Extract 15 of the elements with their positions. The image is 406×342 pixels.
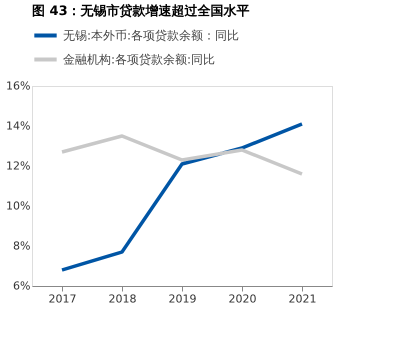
x-tick-label: 2021 — [288, 292, 316, 306]
x-tick-label: 2019 — [168, 292, 196, 306]
x-tick-label: 2018 — [108, 292, 136, 306]
chart-title: 图 43：无锡市贷款增速超过全国水平 — [32, 3, 250, 19]
x-tick-label: 2017 — [48, 292, 76, 306]
x-tick-label: 2020 — [228, 292, 256, 306]
legend-label: 无锡:本外币:各项贷款余额：同比 — [63, 28, 240, 42]
line-series — [60, 134, 304, 176]
y-tick-label: 16% — [6, 80, 30, 92]
y-tick-label: 10% — [6, 200, 30, 212]
y-tick-label: 12% — [6, 160, 30, 172]
y-tick-label: 6% — [13, 280, 30, 292]
legend-label: 金融机构:各项贷款余额:同比 — [63, 52, 216, 66]
y-tick-label: 14% — [6, 120, 30, 132]
y-tick-label: 8% — [13, 240, 30, 252]
